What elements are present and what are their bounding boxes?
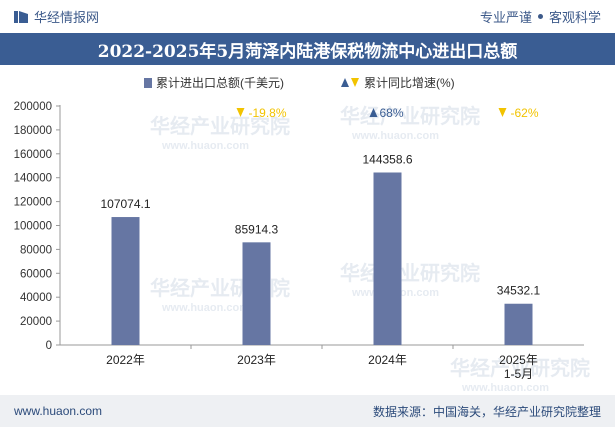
y-tick-label: 160000	[14, 149, 52, 161]
watermark-url: www.huaon.com	[161, 302, 249, 314]
legend-line-label: 累计同比增速(%)	[364, 76, 455, 90]
y-tick-label: 20000	[20, 316, 52, 328]
watermark-url: www.huaon.com	[461, 382, 549, 394]
chart: 华经产业研究院 www.huaon.com 华经产业研究院 www.huaon.com…	[14, 76, 590, 394]
bar	[504, 303, 533, 345]
growth-label: -19.8%	[249, 106, 287, 120]
x-tick-label: 2025年	[499, 353, 538, 367]
logo-icon	[14, 10, 28, 23]
growth-label: -62%	[511, 106, 539, 120]
bar	[111, 217, 140, 345]
tagline: 专业严谨 客观科学	[480, 7, 601, 26]
bar	[242, 242, 271, 345]
x-tick-label: 2024年	[368, 353, 407, 367]
tagline-left: 专业严谨	[479, 10, 532, 25]
y-tick-label: 120000	[14, 197, 52, 209]
watermark-url: www.huaon.com	[161, 140, 249, 152]
bar-value-label: 107074.1	[100, 197, 150, 211]
chart-title: 2022-2025年5月菏泽内陆港保税物流中心进出口总额	[0, 33, 615, 65]
y-tick-label: 80000	[20, 244, 52, 256]
y-tick-label: 0	[46, 340, 52, 352]
watermark-url: www.huaon.com	[351, 130, 439, 142]
brand-name: 华经情报网	[34, 10, 100, 25]
growth-up-triangle-icon	[369, 108, 378, 117]
separator-dot-icon	[537, 14, 543, 19]
footer-website[interactable]: www.huaon.com	[14, 404, 103, 418]
tagline-right: 客观科学	[548, 10, 601, 25]
growth-label: 68%	[380, 106, 404, 120]
legend-bar-swatch	[144, 78, 152, 88]
legend-bar-label: 累计进出口总额(千美元)	[156, 76, 284, 90]
bar-value-label: 144358.6	[362, 152, 412, 166]
watermark-text: 华经产业研究院	[340, 261, 480, 285]
y-tick-label: 180000	[14, 125, 52, 137]
top-bar: 华经情报网 专业严谨 客观科学	[0, 0, 615, 33]
y-tick-label: 100000	[14, 221, 52, 233]
footer: www.huaon.com 数据来源：中国海关，华经产业研究院整理	[0, 395, 615, 427]
legend-up-triangle-icon	[341, 78, 349, 87]
footer-source: 数据来源：中国海关，华经产业研究院整理	[372, 404, 601, 419]
y-tick-label: 140000	[14, 173, 52, 185]
bar	[373, 172, 402, 345]
growth-down-triangle-icon	[498, 108, 507, 117]
bar-value-label: 85914.3	[235, 222, 279, 236]
growth-down-triangle-icon	[236, 108, 245, 117]
bar-value-label: 34532.1	[497, 284, 541, 298]
watermark-text: 华经产业研究院	[450, 356, 590, 380]
legend-down-triangle-icon	[351, 78, 359, 87]
x-tick-label: 1-5月	[504, 367, 533, 381]
y-tick-label: 200000	[14, 101, 52, 113]
y-tick-label: 60000	[20, 268, 52, 280]
x-tick-label: 2023年	[237, 353, 276, 367]
x-tick-label: 2022年	[106, 353, 145, 367]
brand[interactable]: 华经情报网	[14, 7, 99, 26]
watermark-text: 华经产业研究院	[340, 104, 480, 128]
watermark-text: 华经产业研究院	[150, 114, 290, 138]
y-tick-label: 40000	[20, 292, 52, 304]
